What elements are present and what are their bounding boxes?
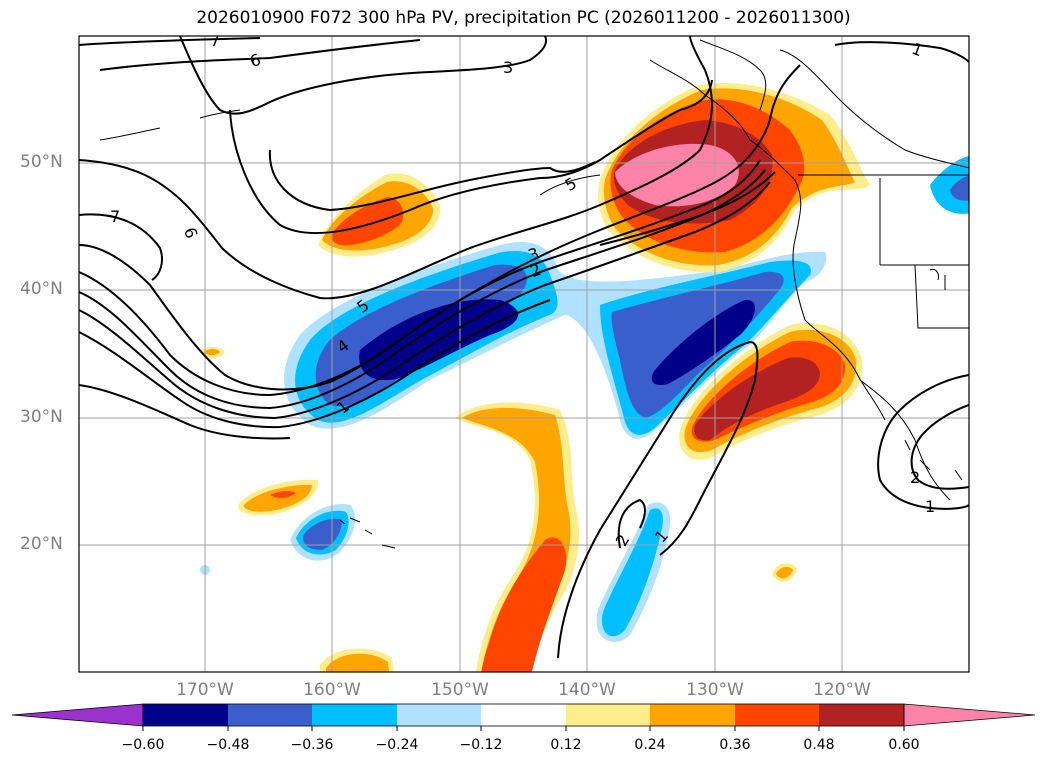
precip-anomaly-northeast-blue bbox=[950, 175, 969, 201]
colorbar-bin-2 bbox=[228, 704, 312, 726]
map-frame bbox=[78, 35, 970, 673]
precip-anomaly-navy-east bbox=[651, 299, 756, 386]
pv-contour-6 bbox=[79, 36, 713, 300]
pv-contour-3 bbox=[179, 36, 548, 115]
colorbar-label-9: 0.48 bbox=[803, 737, 835, 753]
colorbar-bin-6 bbox=[566, 704, 650, 726]
precip-anomaly-plume-red bbox=[481, 537, 567, 672]
colorbar-bin-3 bbox=[312, 704, 397, 726]
lon-label-160w: 160°W bbox=[303, 680, 361, 700]
colorbar-bin-8 bbox=[735, 704, 819, 726]
colorbar-bin-5 bbox=[481, 704, 566, 726]
pv-label-1: 7 bbox=[210, 31, 220, 50]
colorbar-bin-4 bbox=[397, 704, 481, 726]
colorbar-label-10: 0.60 bbox=[888, 737, 920, 753]
colorbar-ticks bbox=[142, 726, 905, 731]
colorbar-bin-1 bbox=[143, 704, 228, 726]
precip-anomaly-dot-orange bbox=[776, 566, 793, 579]
colorbar-label-5: −0.12 bbox=[459, 737, 503, 753]
lon-label-140w: 140°W bbox=[558, 680, 616, 700]
colorbar-bin-9 bbox=[819, 704, 904, 726]
colorbar-bin-7 bbox=[650, 704, 735, 726]
lat-label-20n: 20°N bbox=[20, 534, 63, 554]
colorbar-label-1: −0.60 bbox=[121, 737, 165, 753]
colorbar-label-8: 0.36 bbox=[719, 737, 751, 753]
precip-anomaly-small-red bbox=[270, 490, 296, 498]
colorbar-label-2: −0.48 bbox=[206, 737, 250, 753]
colorbar bbox=[11, 703, 1036, 731]
pv-contour-7-north bbox=[79, 37, 261, 46]
coastlines bbox=[99, 39, 969, 549]
precip-anomaly-bottom-orange bbox=[326, 653, 390, 672]
precip-anomaly-south-cyan bbox=[602, 508, 663, 637]
precip-anomaly-pnw-pink bbox=[615, 143, 739, 207]
lat-label-40n: 40°N bbox=[20, 279, 63, 299]
pv-label-14: 2 bbox=[910, 468, 920, 487]
precip-anomaly-baja-firebrick bbox=[694, 357, 820, 441]
colorbar-label-3: −0.36 bbox=[290, 737, 334, 753]
colorbar-frame bbox=[142, 703, 905, 727]
lat-label-30n: 30°N bbox=[20, 407, 63, 427]
precip-anomaly-midpac-red bbox=[331, 197, 404, 246]
precip-anomaly-small-orange bbox=[243, 484, 312, 512]
colorbar-label-4: −0.24 bbox=[375, 737, 419, 753]
map-plot-area: 7 6 6 7 3 5 4 5 3 2 1 2 1 2 1 1 bbox=[79, 31, 969, 672]
precip-anomaly-dot2-orange bbox=[204, 349, 220, 355]
map-title: 2026010900 F072 300 hPa PV, precipitatio… bbox=[196, 8, 851, 28]
lon-label-150w: 150°W bbox=[431, 680, 489, 700]
colorbar-extend-low bbox=[11, 703, 144, 727]
lon-label-170w: 170°W bbox=[176, 680, 234, 700]
pv-label-15: 1 bbox=[925, 497, 935, 516]
colorbar-label-6: 0.12 bbox=[550, 737, 582, 753]
positive-precip-anomalies bbox=[200, 83, 870, 672]
graticule bbox=[79, 36, 969, 672]
pv-label-4: 7 bbox=[110, 207, 120, 226]
pv-label-5: 3 bbox=[503, 58, 513, 77]
colorbar-extend-high bbox=[903, 703, 1036, 727]
lat-label-50n: 50°N bbox=[20, 152, 63, 172]
pv-contours bbox=[79, 36, 969, 659]
colorbar-label-7: 0.24 bbox=[634, 737, 666, 753]
lon-label-120w: 120°W bbox=[813, 680, 871, 700]
lon-label-130w: 130°W bbox=[686, 680, 744, 700]
pv-contour-1-southeast bbox=[877, 374, 969, 510]
